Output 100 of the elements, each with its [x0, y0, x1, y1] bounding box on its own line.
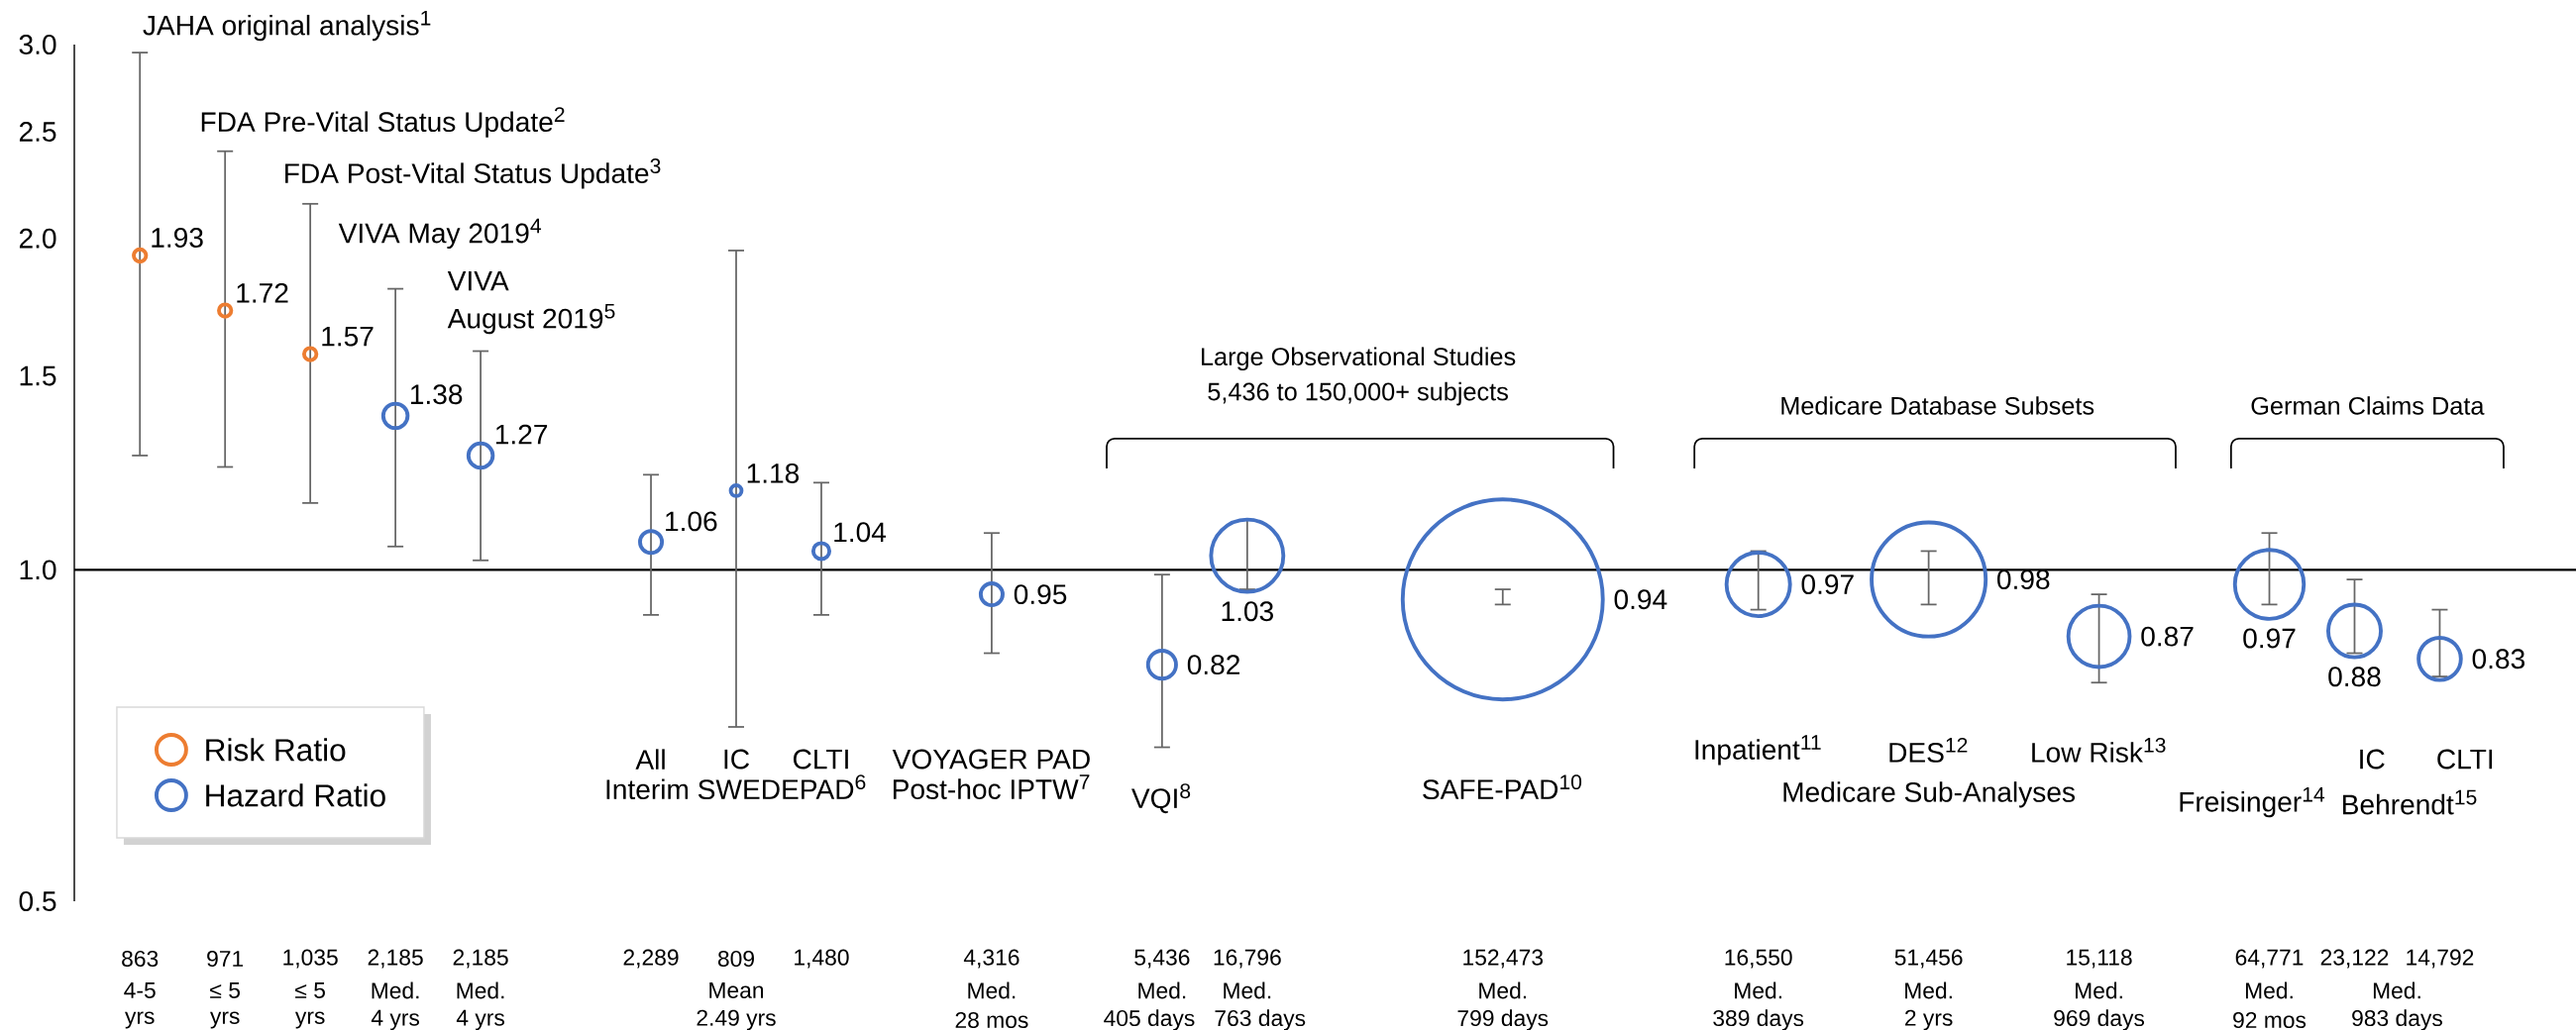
data-label: 0.98 [1997, 569, 2050, 590]
data-label: 0.97 [1801, 574, 1854, 595]
text: Med. [1735, 981, 1781, 999]
y-tick-label: 1.0 [20, 560, 56, 580]
text: yrs [210, 1011, 240, 1029]
text: 983 days [2352, 1009, 2442, 1030]
text: 4 yrs [456, 1009, 504, 1030]
data-label: 0.94 [1614, 589, 1667, 610]
data-label: 0.88 [2328, 667, 2381, 687]
data-label: 1.72 [237, 282, 288, 303]
annotation: Large Observational Studies [1202, 347, 1516, 371]
y-tick-label: 2.5 [19, 122, 56, 142]
annotation: VIVA [447, 271, 509, 291]
text: 92 mos [2233, 1011, 2307, 1029]
x-tick-label: 23,122 [2320, 949, 2389, 969]
data-label: 1.57 [322, 326, 374, 347]
x-tick-label: 2,289 [623, 949, 679, 969]
text: Med. [2076, 981, 2122, 999]
x-tick-label: 16,796 [1214, 949, 1281, 969]
text: Mean [709, 982, 764, 998]
annotation: DES$^{12}$ [1889, 737, 1968, 763]
text: 4 yrs [371, 1009, 420, 1030]
annotation: Medicare Database Subsets [1781, 396, 2094, 415]
annotation: All [635, 749, 665, 770]
annotation: IC [724, 749, 749, 770]
annotation: Interim SWEDEPAD$^{6}$ [606, 774, 866, 800]
x-tick-label: 5,436 [1134, 949, 1190, 969]
text: JAHA original analysis$^{1}$ [143, 10, 431, 42]
data-label: 1.27 [495, 424, 548, 445]
annotation: SAFE-PAD$^{10}$ [1423, 774, 1582, 800]
text: Med. [2373, 981, 2420, 999]
x-tick-label: 4,316 [963, 949, 1020, 969]
x-tick-label: 809 [717, 950, 754, 968]
y-tick-label: 2.0 [19, 228, 56, 249]
text: Med. [968, 981, 1016, 999]
text: 389 days [1713, 1009, 1804, 1030]
annotation: CLTI [2437, 749, 2493, 770]
y-tick-label: 3.0 [19, 35, 56, 54]
data-label: 0.83 [2472, 649, 2524, 670]
annotation: Post-hoc IPTW$^{7}$ [893, 774, 1090, 799]
annotation: 5,436 to 150,000+ subjects [1208, 381, 1508, 406]
text: 2 yrs [1905, 1009, 1953, 1030]
text: 4-5 [124, 982, 156, 998]
annotation: VQI$^{8}$ [1131, 783, 1191, 814]
annotation: Freisinger$^{14}$ [2180, 786, 2325, 818]
x-tick-label: 152,473 [1463, 949, 1544, 969]
text: ≤ 5 [210, 982, 240, 998]
data-label: 1.18 [747, 463, 800, 483]
x-tick-label: 863 [122, 950, 159, 968]
text: 969 days [2054, 1009, 2145, 1030]
annotation: Medicare Sub-Analyses [1783, 781, 2076, 808]
x-tick-label: 2,185 [368, 949, 423, 969]
text: Med. [1905, 981, 1952, 999]
x-tick-label: 971 [207, 950, 244, 968]
data-label: 1.06 [666, 511, 717, 532]
text: 28 mos [955, 1011, 1028, 1029]
x-tick-label: 1,035 [283, 949, 338, 969]
text: yrs [125, 1011, 155, 1029]
data-label: 1.93 [152, 228, 203, 248]
legend-label: Hazard Ratio [206, 783, 385, 807]
x-tick-label: 64,771 [2235, 949, 2304, 969]
legend-label: Risk Ratio [206, 738, 346, 762]
text: Med. [457, 981, 504, 999]
annotation: FDA Pre-Vital Status Update$^{2}$ [201, 107, 565, 138]
annotation: Low Risk$^{13}$ [2032, 737, 2166, 763]
text: Med. [372, 981, 419, 999]
data-label: 1.04 [834, 522, 887, 543]
data-label: 0.87 [2141, 626, 2194, 647]
annotation: August 2019$^{5}$ [447, 303, 615, 335]
annotation: VIVA May 2019$^{4}$ [338, 218, 542, 250]
annotation: IC [2360, 749, 2385, 770]
annotation: Inpatient$^{11}$ [1695, 735, 1821, 766]
y-tick-label: 1.5 [20, 365, 56, 386]
annotation: VOYAGER PAD [892, 749, 1090, 770]
text: ≤ 5 [295, 982, 325, 998]
data-label: 1.38 [410, 384, 463, 405]
x-tick-label: 1,480 [795, 949, 849, 969]
text: Med. [1224, 981, 1271, 999]
text: yrs [294, 1011, 325, 1029]
data-label: 1.03 [1222, 601, 1273, 622]
text: 405 days [1104, 1009, 1195, 1030]
text: Med. [1479, 981, 1527, 999]
data-label: 0.97 [2243, 628, 2296, 649]
x-tick-label: 2,185 [453, 949, 508, 969]
annotation: FDA Post-Vital Status Update$^{3}$ [285, 158, 661, 189]
y-tick-label: 0.5 [19, 891, 56, 911]
x-tick-label: 14,792 [2407, 949, 2474, 969]
x-tick-label: 16,550 [1725, 949, 1792, 969]
text: Med. [1138, 981, 1186, 999]
annotation: CLTI [794, 749, 848, 770]
text: Med. [2246, 981, 2293, 999]
x-tick-label: 15,118 [2067, 949, 2132, 969]
text: 799 days [1457, 1009, 1549, 1030]
x-tick-label: 51,456 [1894, 949, 1963, 969]
text: 763 days [1215, 1009, 1306, 1030]
data-label: 0.82 [1187, 655, 1240, 675]
text: 2.49 yrs [697, 1009, 776, 1030]
annotation: German Claims Data [2251, 396, 2485, 415]
annotation: Behrendt$^{15}$ [2343, 789, 2477, 815]
data-label: 0.95 [1014, 584, 1067, 605]
